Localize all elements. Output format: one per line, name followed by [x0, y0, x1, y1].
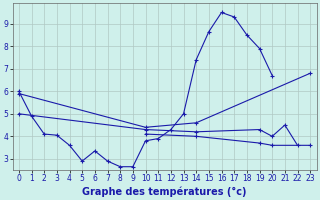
X-axis label: Graphe des températures (°c): Graphe des températures (°c) — [82, 186, 247, 197]
